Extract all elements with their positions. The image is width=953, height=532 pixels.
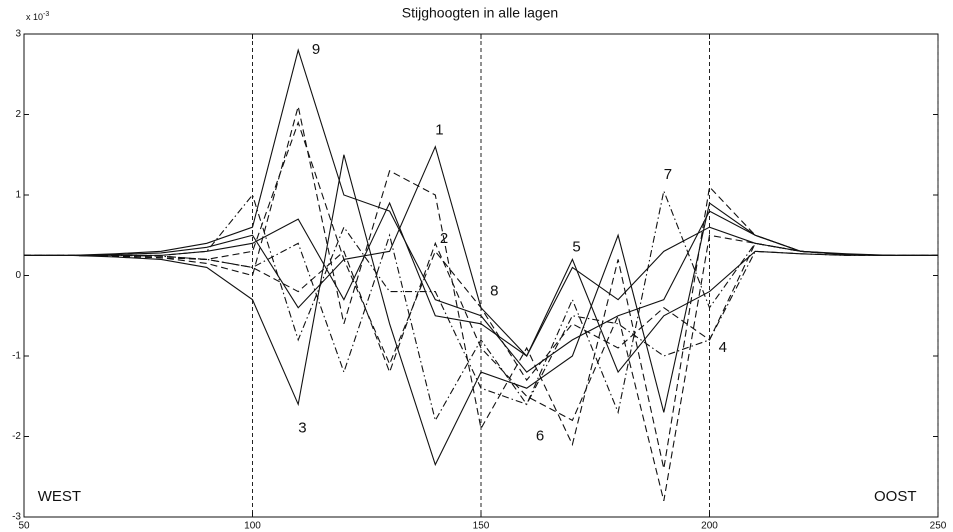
annotation: 2: [440, 230, 448, 247]
series-line: [24, 234, 938, 502]
y-tick-label: 0: [15, 270, 21, 281]
y-tick-label: 3: [15, 29, 21, 40]
annotation: 3: [298, 419, 306, 436]
y-tick-label: -2: [12, 431, 21, 442]
x-tick-label: 200: [701, 521, 718, 532]
x-tick-label: 100: [244, 521, 261, 532]
x-tick-label: 150: [473, 521, 490, 532]
annotation: 9: [312, 41, 320, 58]
x-tick-label: 50: [18, 521, 30, 532]
annotation: OOST: [874, 488, 917, 505]
series-line: [24, 233, 938, 422]
y-tick-label: 2: [15, 109, 21, 120]
annotation: WEST: [38, 488, 81, 505]
series-line: [24, 48, 938, 373]
multiplier-base: x 10: [26, 12, 43, 22]
series-line: [24, 201, 938, 374]
x-tick-label: 250: [930, 521, 947, 532]
annotation: 6: [536, 427, 544, 444]
annotation: 8: [490, 283, 498, 300]
multiplier-exponent: -3: [43, 11, 49, 18]
y-tick-label: -3: [12, 512, 21, 523]
axis-multiplier: x 10-3: [26, 11, 49, 23]
annotation: 5: [572, 238, 580, 255]
series-line: [24, 120, 938, 382]
annotation: 1: [435, 122, 443, 139]
annotation: 4: [719, 339, 727, 356]
series-line: [24, 189, 938, 415]
chart-title: Stijghoogten in alle lagen: [402, 5, 558, 21]
y-tick-label: -1: [12, 351, 21, 362]
y-tick-label: 1: [15, 190, 21, 201]
annotation: 7: [664, 166, 672, 183]
